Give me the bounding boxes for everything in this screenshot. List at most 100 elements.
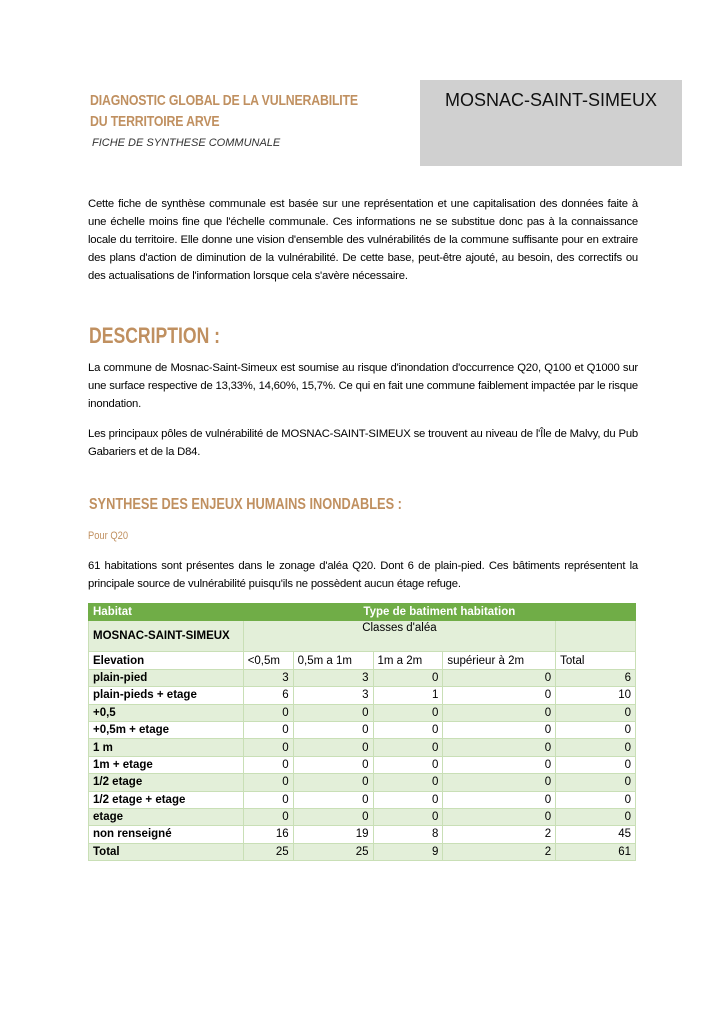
title-line-1: DIAGNOSTIC GLOBAL DE LA VULNERABILITE — [90, 92, 358, 109]
table-cell: 3 — [292, 686, 374, 705]
description-paragraph-2: Les principaux pôles de vulnérabilité de… — [88, 428, 638, 458]
table-cell: 0 — [292, 720, 374, 740]
description-paragraph-1: La commune de Mosnac-Saint-Simeux est so… — [88, 362, 638, 410]
table-row: etage 0 0 0 0 0 — [88, 807, 636, 827]
table-cell: 0 — [442, 807, 557, 827]
elevation-header: Elevation — [88, 651, 244, 670]
table-row: plain-pied 3 3 0 0 6 — [88, 668, 636, 688]
table-cell: 0 — [442, 773, 557, 792]
table-cell: 0 — [292, 790, 374, 809]
table-row: +0,5 0 0 0 0 0 — [88, 703, 636, 722]
row-label: Total — [88, 842, 244, 862]
title-line-2: DU TERRITOIRE ARVE — [90, 113, 220, 130]
table-cell: 0 — [242, 755, 294, 775]
row-label: +0,5 — [88, 703, 244, 722]
table-cell: 2 — [442, 842, 557, 862]
table-cell: 0 — [372, 755, 444, 775]
row-label: 1/2 etage + etage — [88, 790, 244, 809]
table-cell: 0 — [555, 755, 636, 775]
table-row: 1/2 etage + etage 0 0 0 0 0 — [88, 790, 636, 809]
table-cell: 0 — [372, 703, 444, 722]
table-cell: 25 — [292, 842, 374, 862]
row-label: plain-pieds + etage — [88, 686, 244, 705]
table-cell: 61 — [555, 842, 636, 862]
table-cell: 16 — [242, 825, 294, 844]
table-row: non renseigné 16 19 8 2 45 — [88, 825, 636, 844]
habitat-table: Habitat Type de batiment habitation MOSN… — [88, 602, 637, 862]
table-cell: 0 — [372, 720, 444, 740]
table-cell: 0 — [242, 703, 294, 722]
table-cell: 10 — [555, 686, 636, 705]
table-cell: 0 — [555, 790, 636, 809]
table-cell: 0 — [442, 703, 557, 722]
table-cell: 0 — [292, 755, 374, 775]
table-row: 1m + etage 0 0 0 0 0 — [88, 755, 636, 775]
table-cell: 0 — [292, 738, 374, 757]
table-header-row: Habitat Type de batiment habitation — [88, 602, 637, 622]
classes-cell: Classes d'aléa — [242, 620, 557, 653]
table-cell: 0 — [242, 790, 294, 809]
row-label: etage — [88, 807, 244, 827]
commune-cell: MOSNAC-SAINT-SIMEUX — [88, 620, 244, 653]
row-label: 1m + etage — [88, 755, 244, 775]
table-cell: 0 — [372, 807, 444, 827]
synthese-subheading: Pour Q20 — [88, 530, 129, 542]
column-header: 0,5m a 1m — [292, 651, 374, 670]
table-row: Total 25 25 9 2 61 — [88, 842, 636, 862]
column-header: Total — [555, 651, 636, 670]
row-label: 1 m — [88, 738, 244, 757]
table-cell: 0 — [372, 738, 444, 757]
commune-box: MOSNAC-SAINT-SIMEUX — [420, 80, 682, 166]
table-cell: 0 — [292, 807, 374, 827]
table-cell: 0 — [242, 773, 294, 792]
table-cell: 0 — [242, 738, 294, 757]
table-commune-row: MOSNAC-SAINT-SIMEUX Classes d'aléa — [88, 620, 636, 653]
header-type: Type de batiment habitation — [242, 602, 637, 622]
table-cell: 3 — [292, 668, 374, 688]
column-header: supérieur à 2m — [442, 651, 557, 670]
table-cell: 0 — [555, 703, 636, 722]
table-column-header-row: Elevation <0,5m 0,5m a 1m 1m a 2m supérieur… — [88, 651, 636, 670]
commune-name: MOSNAC-SAINT-SIMEUX — [444, 90, 658, 110]
table-cell: 3 — [242, 668, 294, 688]
synthese-heading: SYNTHESE DES ENJEUX HUMAINS INONDABLES : — [89, 496, 402, 513]
row-label: non renseigné — [88, 825, 244, 844]
table-cell: 0 — [442, 668, 557, 688]
table-cell: 0 — [442, 755, 557, 775]
description-heading: DESCRIPTION : — [89, 323, 221, 348]
row-label: +0,5m + etage — [88, 720, 244, 740]
table-cell: 0 — [372, 790, 444, 809]
row-label: 1/2 etage — [88, 773, 244, 792]
table-cell: 0 — [442, 686, 557, 705]
table-cell: 0 — [242, 720, 294, 740]
table-cell: 0 — [292, 773, 374, 792]
table-row: 1/2 etage 0 0 0 0 0 — [88, 773, 636, 792]
empty-cell — [555, 620, 636, 653]
table-cell: 0 — [555, 773, 636, 792]
table-cell: 0 — [372, 668, 444, 688]
table-cell: 0 — [555, 738, 636, 757]
row-label: plain-pied — [88, 668, 244, 688]
table-cell: 6 — [555, 668, 636, 688]
table-cell: 1 — [372, 686, 444, 705]
table-cell: 0 — [555, 807, 636, 827]
table-cell: 8 — [372, 825, 444, 844]
column-header: <0,5m — [242, 651, 294, 670]
table-cell: 19 — [292, 825, 374, 844]
table-cell: 6 — [242, 686, 294, 705]
column-header: 1m a 2m — [372, 651, 444, 670]
header-habitat: Habitat — [88, 602, 244, 622]
table-cell: 0 — [442, 738, 557, 757]
table-cell: 45 — [555, 825, 636, 844]
table-cell: 25 — [242, 842, 294, 862]
document-subtitle: FICHE DE SYNTHESE COMMUNALE — [92, 137, 281, 149]
table-cell: 0 — [442, 720, 557, 740]
table-cell: 0 — [372, 773, 444, 792]
table-row: +0,5m + etage 0 0 0 0 0 — [88, 720, 636, 740]
table-cell: 9 — [372, 842, 444, 862]
table-cell: 0 — [442, 790, 557, 809]
intro-paragraph: Cette fiche de synthèse communale est ba… — [88, 198, 638, 282]
table-cell: 2 — [442, 825, 557, 844]
synthese-paragraph: 61 habitations sont présentes dans le zo… — [88, 560, 638, 590]
